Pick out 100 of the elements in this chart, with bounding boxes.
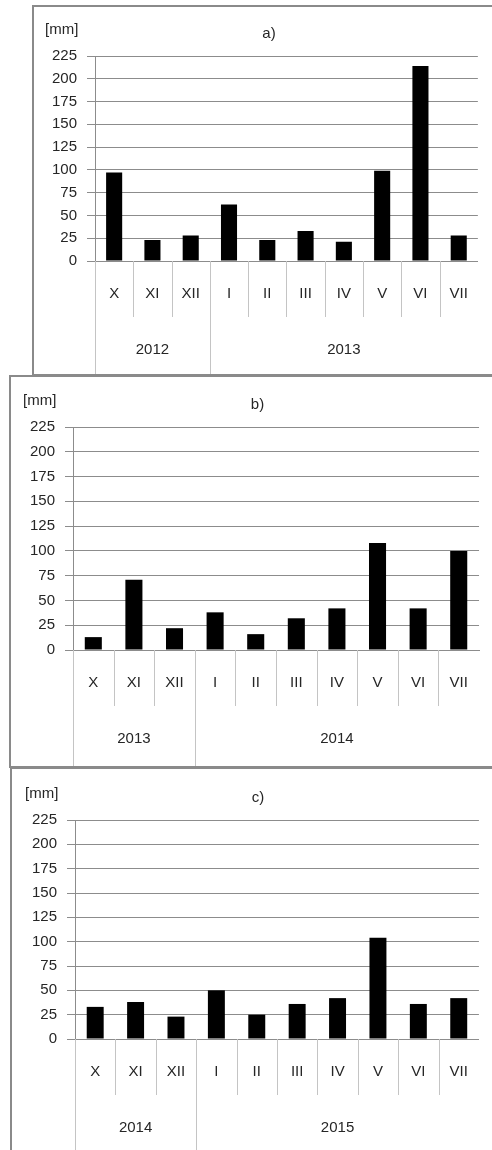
text: 2012 xyxy=(135,340,170,358)
x-tick-label: XII xyxy=(181,284,200,302)
x-tick-label: IV xyxy=(329,673,345,691)
bar xyxy=(450,998,468,1039)
bar xyxy=(374,170,391,261)
y-tick-label: 75 xyxy=(40,956,57,974)
text: 2014 xyxy=(118,1118,153,1136)
y-tick-label: 100 xyxy=(51,160,77,178)
bar xyxy=(369,937,387,1039)
x-tick-label: VI xyxy=(411,673,426,691)
chart-title: c) xyxy=(251,788,265,806)
y-tick-label: 0 xyxy=(46,640,55,658)
x-tick-label: VII xyxy=(449,284,468,302)
x-tick-label: XII xyxy=(166,1062,186,1080)
bar xyxy=(207,990,225,1039)
y-axis-title: [mm] xyxy=(25,784,59,802)
bar xyxy=(84,637,102,650)
bar xyxy=(409,1003,427,1039)
y-tick-label: 175 xyxy=(51,91,77,109)
x-tick-label: I xyxy=(213,673,218,691)
x-tick-label: IV xyxy=(336,284,351,302)
y-tick-label: 125 xyxy=(31,907,57,925)
bar xyxy=(412,66,429,261)
text: 2013 xyxy=(327,340,361,358)
y-axis-title: [mm] xyxy=(23,391,57,409)
bar xyxy=(127,1002,145,1039)
y-tick-label: 225 xyxy=(51,46,77,64)
x-tick-label: VI xyxy=(411,1062,426,1080)
bar xyxy=(248,1014,266,1039)
bar xyxy=(287,618,305,650)
y-tick-label: 50 xyxy=(38,590,55,608)
y-tick-label: 100 xyxy=(29,541,55,559)
text: 2014 xyxy=(320,729,354,747)
chart-title: a) xyxy=(262,24,276,42)
text: 2015 xyxy=(320,1118,355,1136)
y-tick-label: 75 xyxy=(38,565,55,583)
y-tick-label: 225 xyxy=(29,417,55,435)
y-tick-label: 25 xyxy=(60,228,77,246)
y-tick-label: 200 xyxy=(29,441,55,459)
y-tick-label: 225 xyxy=(31,810,57,828)
bar xyxy=(259,240,276,261)
y-tick-label: 200 xyxy=(31,834,57,852)
bar xyxy=(297,230,314,261)
chart-title: b) xyxy=(250,395,265,413)
bar xyxy=(328,608,346,650)
bar xyxy=(247,634,265,650)
x-tick-label: VII xyxy=(449,1062,468,1080)
x-tick-label: V xyxy=(377,284,388,302)
bar xyxy=(86,1006,104,1039)
x-tick-label: I xyxy=(214,1062,219,1080)
bar xyxy=(329,998,347,1039)
bar xyxy=(288,1003,306,1039)
x-tick-label: XI xyxy=(128,1062,143,1080)
x-tick-label: XI xyxy=(126,673,141,691)
y-tick-label: 125 xyxy=(29,516,55,534)
y-tick-label: 150 xyxy=(29,491,55,509)
y-tick-label: 150 xyxy=(51,114,77,132)
y-tick-label: 0 xyxy=(68,251,77,269)
x-tick-label: V xyxy=(372,1062,383,1080)
y-tick-label: 175 xyxy=(29,466,55,484)
x-tick-label: I xyxy=(226,284,232,302)
y-tick-label: 150 xyxy=(31,883,57,901)
x-tick-label: III xyxy=(290,1062,304,1080)
y-tick-label: 50 xyxy=(40,980,57,998)
y-tick-label: 100 xyxy=(31,931,57,949)
y-tick-label: 25 xyxy=(38,615,55,633)
x-tick-label: III xyxy=(299,284,312,302)
y-tick-label: 75 xyxy=(60,182,77,200)
x-tick-label: II xyxy=(252,1062,261,1080)
bar xyxy=(125,579,143,650)
y-axis-title: [mm] xyxy=(45,20,79,38)
x-tick-label: X xyxy=(90,1062,101,1080)
x-tick-label: II xyxy=(251,673,260,691)
x-tick-label: IV xyxy=(330,1062,345,1080)
x-tick-label: III xyxy=(290,673,303,691)
bar xyxy=(206,612,224,650)
x-tick-label: XII xyxy=(165,673,184,691)
bar xyxy=(369,542,387,650)
x-tick-label: V xyxy=(372,673,383,691)
y-tick-label: 200 xyxy=(51,68,77,86)
bar xyxy=(335,241,352,261)
x-tick-label: X xyxy=(88,673,99,691)
y-tick-label: 50 xyxy=(60,205,77,223)
bar xyxy=(182,235,199,261)
bar xyxy=(409,608,427,650)
y-tick-label: 125 xyxy=(51,137,77,155)
bar xyxy=(450,550,468,650)
x-tick-label: VII xyxy=(449,673,468,691)
bar xyxy=(106,172,123,261)
bar xyxy=(450,235,467,261)
x-tick-label: X xyxy=(109,284,120,302)
bar xyxy=(167,1016,185,1039)
bar xyxy=(165,628,184,650)
y-tick-label: 175 xyxy=(31,858,57,876)
text: 2013 xyxy=(117,729,151,747)
x-tick-label: VI xyxy=(413,284,428,302)
bar xyxy=(220,204,238,261)
y-tick-label: 25 xyxy=(40,1004,57,1022)
y-tick-label: 0 xyxy=(48,1029,57,1047)
x-tick-label: II xyxy=(263,284,272,302)
